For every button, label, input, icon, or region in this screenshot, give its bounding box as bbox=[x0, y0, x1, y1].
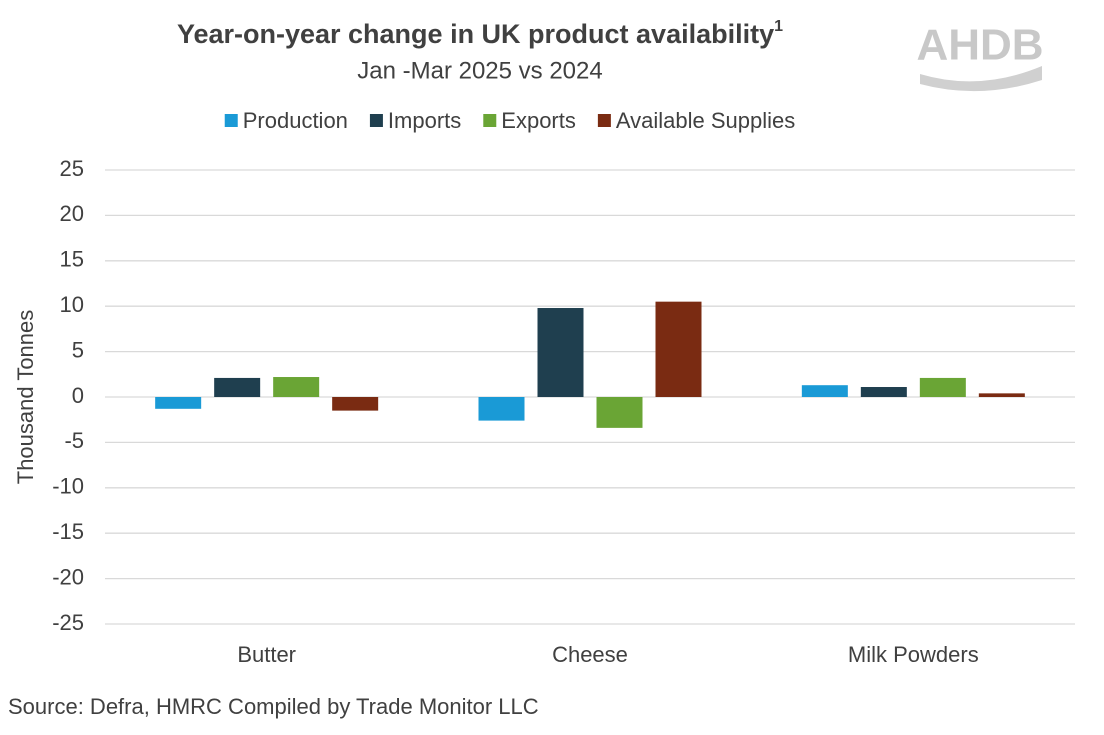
legend-label: Available Supplies bbox=[616, 108, 795, 133]
legend-label: Imports bbox=[388, 108, 461, 133]
y-tick-label: 10 bbox=[60, 292, 84, 317]
bar bbox=[273, 377, 320, 397]
y-tick-label: 0 bbox=[72, 383, 84, 408]
bar bbox=[860, 387, 907, 397]
bar bbox=[919, 377, 966, 397]
legend-label: Exports bbox=[501, 108, 576, 133]
legend-label: Production bbox=[243, 108, 348, 133]
y-tick-label: 15 bbox=[60, 247, 84, 272]
bar bbox=[332, 397, 379, 411]
title-text: Year-on-year change in UK product availa… bbox=[177, 19, 774, 49]
chart-title: Year-on-year change in UK product availa… bbox=[177, 18, 783, 49]
x-tick-label: Milk Powders bbox=[848, 642, 979, 667]
y-tick-label: -25 bbox=[52, 610, 84, 635]
legend-swatch bbox=[597, 114, 611, 127]
logo: AHDB bbox=[916, 21, 1043, 70]
y-tick-label: -5 bbox=[64, 428, 84, 453]
x-tick-label: Cheese bbox=[552, 642, 628, 667]
legend-swatch bbox=[483, 114, 497, 127]
y-tick-label: -10 bbox=[52, 474, 84, 499]
bar bbox=[537, 308, 584, 397]
legend-swatch bbox=[224, 114, 238, 127]
chart-subtitle: Jan -Mar 2025 vs 2024 bbox=[357, 57, 602, 84]
y-axis-label: Thousand Tonnes bbox=[13, 310, 38, 485]
x-tick-label: Butter bbox=[237, 642, 296, 667]
bar bbox=[214, 377, 261, 397]
y-tick-label: -20 bbox=[52, 564, 84, 589]
legend-swatch bbox=[369, 114, 383, 127]
legend: Production Imports Exports Available Suppli… bbox=[224, 108, 795, 133]
bar bbox=[478, 397, 525, 421]
y-tick-label: 5 bbox=[72, 337, 84, 362]
logo-swoosh bbox=[920, 66, 1042, 92]
y-tick-label: 20 bbox=[60, 201, 84, 226]
title-superscript: 1 bbox=[774, 18, 783, 35]
bar bbox=[801, 385, 848, 397]
y-tick-label: 25 bbox=[60, 156, 84, 181]
source: Source: Defra, HMRC Compiled by Trade Mo… bbox=[8, 694, 539, 719]
bar bbox=[155, 397, 202, 409]
bar bbox=[978, 393, 1025, 397]
y-tick-label: -15 bbox=[52, 519, 84, 544]
bar bbox=[655, 301, 702, 397]
bar bbox=[596, 397, 643, 428]
